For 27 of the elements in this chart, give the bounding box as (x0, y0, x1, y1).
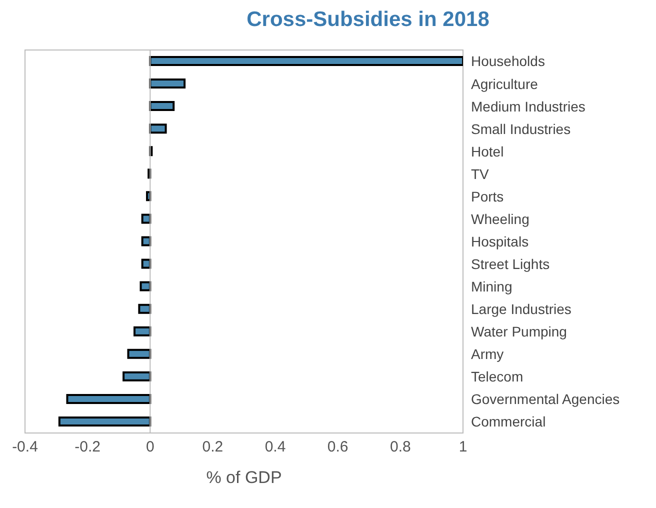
x-tick-label: 0 (146, 438, 154, 456)
x-tick-label: 1 (458, 438, 468, 456)
y-tick-label: Hospitals (471, 233, 529, 250)
chart-title: Cross-Subsidies in 2018 (246, 8, 490, 33)
y-tick-label: Hotel (471, 143, 504, 160)
y-tick-label: Telecom (471, 368, 524, 385)
y-tick-label: Wheeling (471, 210, 530, 227)
y-tick-label: TV (471, 166, 490, 182)
y-tick-label: Commercial (471, 414, 546, 430)
y-tick-label: Ports (471, 188, 504, 204)
y-tick-label: Governmental Agencies (471, 391, 620, 408)
y-tick-label: Medium Industries (471, 98, 586, 114)
y-tick-label: Army (471, 346, 504, 362)
x-tick-label: 0.6 (327, 438, 348, 456)
y-tick-label: Water Pumping (471, 324, 567, 340)
y-tick-label: Street Lights (471, 256, 550, 272)
y-tick-label: Large Industries (471, 301, 572, 318)
x-tick-label: 0.8 (390, 438, 411, 456)
y-tick-label: Small Industries (471, 120, 571, 137)
x-tick-label: 0.2 (202, 438, 224, 456)
x-tick-label: -0.2 (74, 438, 100, 456)
x-axis-title: % of GDP (206, 468, 282, 487)
x-tick-label: 0.4 (264, 438, 286, 456)
x-tick-label: -0.4 (12, 438, 38, 456)
y-tick-label: Mining (471, 278, 512, 295)
y-tick-label: Households (471, 53, 545, 70)
y-tick-label: Agriculture (471, 76, 538, 92)
